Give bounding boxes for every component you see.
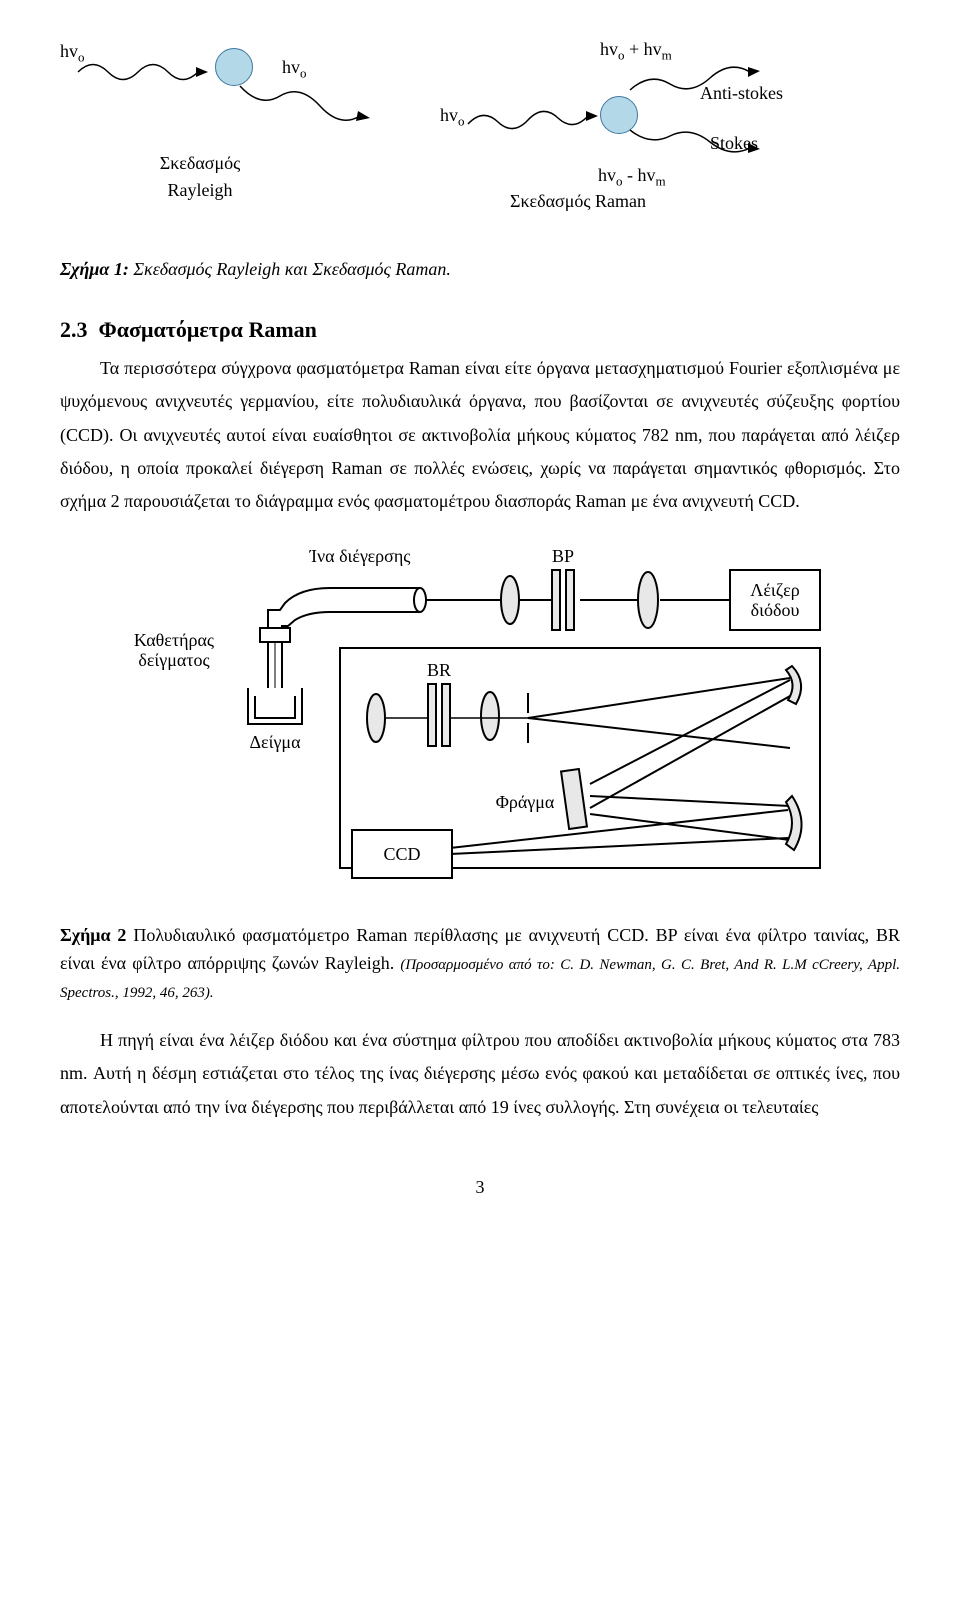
mirror-lower bbox=[786, 796, 802, 850]
wave-3 bbox=[468, 100, 598, 140]
laser-text-1: Λέιζερ bbox=[750, 580, 799, 600]
paragraph-2: Η πηγή είναι ένα λέιζερ διόδου και ένα σ… bbox=[60, 1024, 900, 1124]
grating-rect bbox=[561, 770, 587, 830]
wave-1 bbox=[78, 52, 208, 92]
figure-1: hvo hvo ΣκεδασμόςRayleigh hvo hvo + hvm … bbox=[60, 40, 900, 240]
sample-label: Δείγμα bbox=[249, 732, 301, 752]
antistokes-formula: hvo + hvm bbox=[600, 36, 672, 65]
hvo-in-right: hvo bbox=[440, 102, 465, 131]
figure-2-svg: Λέιζερ διόδου BP Ίνα διέγερσης Καθετήρας… bbox=[120, 548, 840, 908]
mirror-upper bbox=[786, 666, 801, 704]
figure-1-caption-text: Σκεδασμός Rayleigh και Σκεδασμός Raman. bbox=[133, 259, 450, 279]
wave-2 bbox=[240, 78, 380, 128]
lens-1 bbox=[638, 572, 658, 628]
bp-rect-1 bbox=[552, 570, 560, 630]
laser-text-2: διόδου bbox=[751, 600, 800, 620]
section-heading: 2.3 Φασματόμετρα Raman bbox=[60, 313, 900, 346]
antistokes-label: Anti-stokes bbox=[700, 80, 783, 107]
stokes-formula: hvo - hvm bbox=[598, 162, 666, 191]
figure-2-caption-bold: Σχήμα 2 bbox=[60, 925, 126, 945]
raman-label: Σκεδασμός Raman bbox=[510, 188, 646, 215]
ccd-label: CCD bbox=[383, 844, 420, 864]
br-label: BR bbox=[427, 660, 451, 680]
figure-1-caption: Σχήμα 1: Σκεδασμός Rayleigh και Σκεδασμό… bbox=[60, 256, 900, 283]
figure-1-caption-bold: Σχήμα 1: bbox=[60, 259, 129, 279]
probe-label-2: δείγματος bbox=[138, 650, 209, 670]
probe-label-1: Καθετήρας bbox=[134, 630, 214, 650]
figure-2: Λέιζερ διόδου BP Ίνα διέγερσης Καθετήρας… bbox=[120, 548, 840, 908]
paragraph-1: Τα περισσότερα σύγχρονα φασματόμετρα Ram… bbox=[60, 352, 900, 518]
fiber-label: Ίνα διέγερσης bbox=[309, 548, 411, 566]
section-title: Φασματόμετρα Raman bbox=[99, 317, 317, 342]
lens-in bbox=[367, 694, 385, 742]
bp-label: BP bbox=[552, 548, 574, 566]
page-number: 3 bbox=[60, 1174, 900, 1201]
bp-rect-2 bbox=[566, 570, 574, 630]
figure-2-caption: Σχήμα 2 Πολυδιαυλικό φασματόμετρο Raman … bbox=[60, 922, 900, 1006]
lens-2 bbox=[501, 576, 519, 624]
wave-stokes bbox=[630, 122, 760, 162]
section-number: 2.3 bbox=[60, 317, 88, 342]
rayleigh-label: ΣκεδασμόςRayleigh bbox=[125, 150, 275, 204]
grating-label: Φράγμα bbox=[496, 792, 555, 812]
